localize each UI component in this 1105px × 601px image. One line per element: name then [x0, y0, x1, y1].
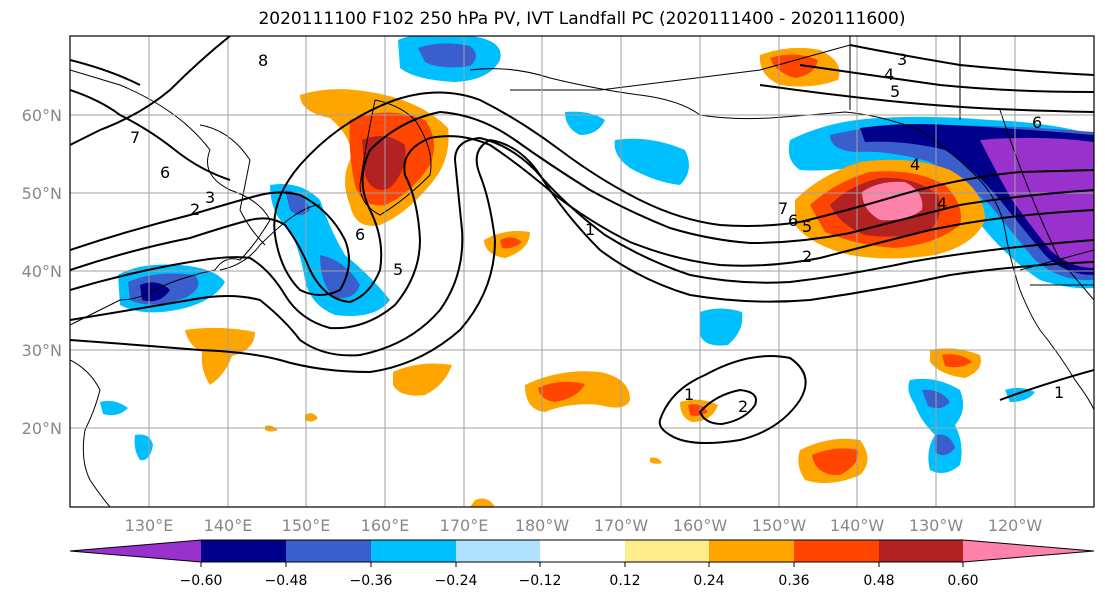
contour-label: 6 [355, 225, 365, 244]
contour-label: 4 [884, 65, 894, 84]
colorbar-tick-label: −0.12 [519, 573, 562, 589]
colorbar: −0.60 −0.48 −0.36 −0.24 −0.12 0.12 0.24 … [69, 539, 1095, 589]
contour-label: 4 [937, 194, 947, 213]
contour-label: 5 [890, 82, 900, 101]
colorbar-tick-label: 0.12 [609, 573, 640, 589]
colorbar-swatch [456, 540, 540, 562]
lon-tick: 170°W [594, 516, 649, 535]
latitude-ticks: 60°N 50°N 40°N 30°N 20°N [22, 106, 62, 438]
contour-label: 8 [258, 51, 268, 70]
colorbar-tick-label: 0.60 [947, 573, 978, 589]
lat-tick: 50°N [22, 184, 62, 203]
lon-tick: 140°W [830, 516, 885, 535]
colorbar-tick-label: −0.36 [350, 573, 393, 589]
coastlines [70, 36, 1094, 507]
contour-label: 2 [190, 200, 200, 219]
lon-tick: 120°W [988, 516, 1043, 535]
colorbar-swatch [709, 540, 794, 562]
lon-tick: 170°E [440, 516, 489, 535]
contour-label: 1 [1054, 383, 1064, 402]
contour-label: 3 [897, 50, 907, 69]
colorbar-tick-label: 0.48 [863, 573, 894, 589]
lat-tick: 20°N [22, 419, 62, 438]
colorbar-swatch [286, 540, 371, 562]
figure-title: 2020111100 F102 250 hPa PV, IVT Landfall… [258, 9, 906, 29]
contour-label: 6 [1032, 113, 1042, 132]
lon-tick: 160°W [673, 516, 728, 535]
pv-contours [70, 36, 1094, 444]
colorbar-extend-high [963, 540, 1094, 562]
contour-label: 3 [205, 188, 215, 207]
lon-tick: 150°E [282, 516, 331, 535]
contour-labels: 8 7 6 3 2 6 5 1 7 6 5 2 4 4 3 4 5 6 1 2 … [130, 50, 1064, 416]
lon-tick: 130°W [909, 516, 964, 535]
contour-label: 5 [393, 260, 403, 279]
lat-tick: 40°N [22, 262, 62, 281]
contour-label: 2 [802, 247, 812, 266]
colorbar-tick-label: −0.48 [265, 573, 308, 589]
lat-tick: 30°N [22, 341, 62, 360]
colorbar-tick-label: 0.24 [693, 573, 724, 589]
contour-label: 4 [910, 155, 920, 174]
colorbar-extend-low [70, 540, 201, 562]
gridlines [70, 36, 1094, 507]
colorbar-swatch [794, 540, 879, 562]
map-frame [69, 35, 1095, 508]
colorbar-swatch [201, 540, 286, 562]
colorbar-swatch [879, 540, 963, 562]
contour-label: 7 [778, 199, 788, 218]
lon-tick: 160°E [361, 516, 410, 535]
colorbar-tick-label: 0.36 [778, 573, 809, 589]
colorbar-swatch [625, 540, 709, 562]
contour-label: 2 [738, 397, 748, 416]
map-area: 8 7 6 3 2 6 5 1 7 6 5 2 4 4 3 4 5 6 1 2 … [70, 36, 1094, 507]
colorbar-tick-label: −0.24 [435, 573, 478, 589]
lon-tick: 140°E [204, 516, 253, 535]
contour-label: 1 [684, 385, 694, 404]
colorbar-tick-label: −0.60 [180, 573, 223, 589]
contour-label: 1 [585, 220, 595, 239]
lon-tick: 180°W [515, 516, 570, 535]
lon-tick: 150°W [752, 516, 807, 535]
contour-label: 7 [130, 128, 140, 147]
contour-label: 6 [160, 163, 170, 182]
contour-label: 5 [802, 217, 812, 236]
longitude-ticks: 130°E 140°E 150°E 160°E 170°E 180°W 170°… [125, 516, 1043, 535]
colorbar-swatch [371, 540, 456, 562]
colorbar-swatch [540, 540, 625, 562]
lat-tick: 60°N [22, 106, 62, 125]
contour-label: 6 [788, 211, 798, 230]
lon-tick: 130°E [125, 516, 174, 535]
